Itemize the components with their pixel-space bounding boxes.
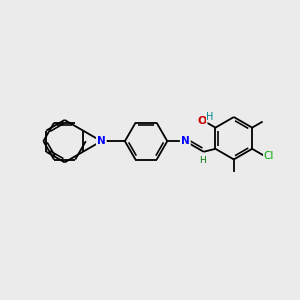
Text: H: H [199, 155, 206, 164]
Text: N: N [97, 136, 106, 146]
Text: Cl: Cl [264, 151, 274, 160]
Text: O: O [197, 116, 207, 126]
Text: H: H [206, 112, 214, 122]
Text: S: S [98, 136, 105, 146]
Text: N: N [181, 136, 190, 146]
